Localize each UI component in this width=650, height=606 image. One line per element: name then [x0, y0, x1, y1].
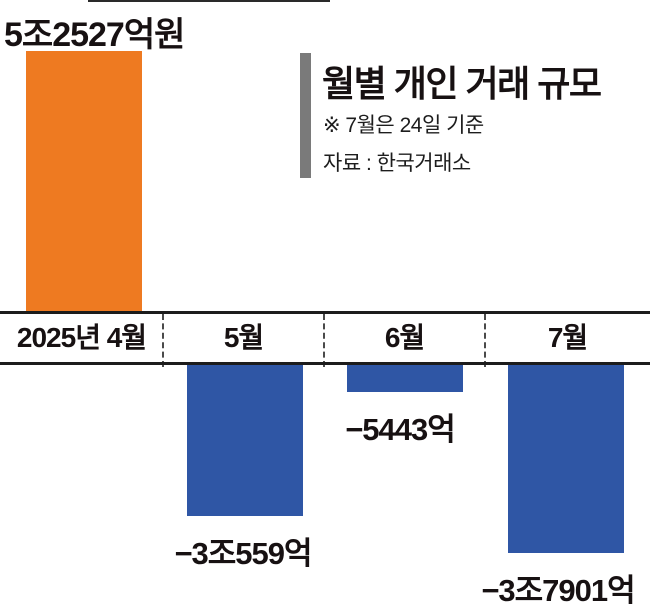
- month-label-june: 6월: [384, 322, 425, 353]
- month-separator: [484, 314, 486, 367]
- chart-note: ※ 7월은 24일 기준: [323, 114, 484, 137]
- month-separator: [323, 314, 325, 367]
- month-separator: [162, 314, 164, 367]
- month-label-april: 2025년 4월: [16, 322, 147, 353]
- july-value-label: −3조7901억: [481, 573, 635, 606]
- june-value-label: −5443억: [345, 412, 456, 447]
- may-value-label: −3조559억: [174, 536, 312, 571]
- month-label-may: 5월: [223, 322, 264, 353]
- april-value-label: 5조2527억원: [4, 16, 185, 54]
- bar-april: [26, 51, 142, 311]
- title-accent-bar: [300, 53, 311, 178]
- bar-june: [347, 365, 463, 392]
- chart-source: 자료 : 한국거래소: [323, 152, 471, 175]
- axis-line-top: [0, 311, 650, 314]
- crop-artifact-line: [88, 0, 330, 2]
- bar-july: [508, 365, 624, 553]
- month-label-july: 7월: [547, 322, 588, 353]
- axis-line-bottom: [0, 362, 650, 365]
- bar-may: [187, 365, 303, 516]
- chart-title: 월별 개인 거래 규모: [322, 63, 602, 104]
